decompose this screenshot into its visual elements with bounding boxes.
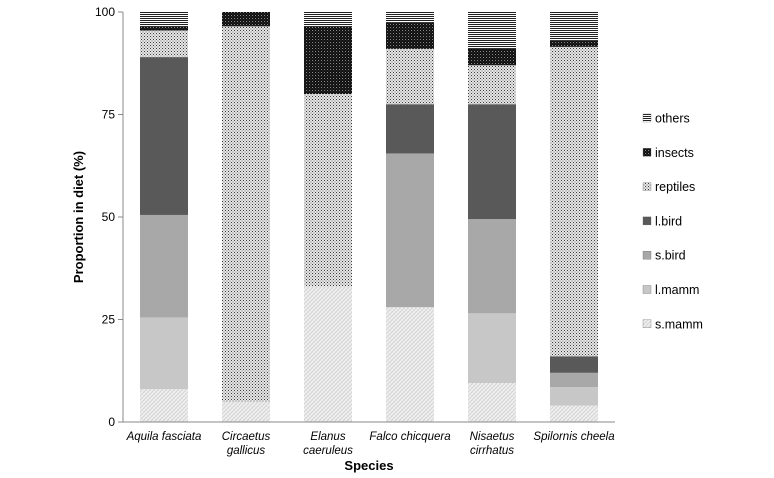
x-tick-label: Nisaetus <box>470 431 515 443</box>
x-tick-label: cirrhatus <box>470 445 514 457</box>
bar-segment-insects-1 <box>222 12 270 27</box>
legend-swatch-l-mamm <box>642 285 652 294</box>
bar-segment-s-mamm-0 <box>140 389 188 422</box>
legend-swatch-others <box>642 113 652 123</box>
legend: others insects reptiles l.bird s.bird l.mamm s… <box>642 112 703 331</box>
legend-swatch-reptiles <box>642 182 652 191</box>
y-axis-title: Proportion in diet (%) <box>71 151 86 283</box>
legend-label-s-bird: s.bird <box>655 249 686 263</box>
bar-segment-s-mamm-3 <box>386 307 434 422</box>
x-tick-label: Spilornis cheela <box>533 431 614 443</box>
bar-segment-s-bird-3 <box>386 153 434 308</box>
bar-segment-reptiles-3 <box>386 48 434 105</box>
bar-segment-insects-3 <box>386 22 434 49</box>
x-tick-labels: Aquila fasciata Circaetus gallicus Elanus ca… <box>126 431 615 457</box>
legend-label-others: others <box>655 112 690 126</box>
y-ticks: 0 25 50 75 100 <box>95 5 123 429</box>
bar-segment-s-bird-4 <box>468 219 516 314</box>
legend-swatch-insects <box>642 148 652 157</box>
x-tick-label: Falco chicquera <box>369 431 450 443</box>
bar-segment-others-5 <box>550 12 598 41</box>
legend-swatch-l-bird <box>642 216 652 226</box>
bar-segment-s-mamm-1 <box>222 401 270 422</box>
legend-swatch-s-bird <box>642 251 652 260</box>
bar-segment-l-bird-0 <box>140 57 188 215</box>
bar-segment-s-mamm-4 <box>468 383 516 422</box>
bar-segment-reptiles-1 <box>222 26 270 402</box>
bar-segment-insects-0 <box>140 26 188 31</box>
bar-segment-reptiles-2 <box>304 94 352 287</box>
bar-segment-l-bird-5 <box>550 356 598 373</box>
bar-segment-reptiles-0 <box>140 30 188 58</box>
x-tick-label: Elanus <box>310 431 345 443</box>
bar-segment-s-bird-5 <box>550 372 598 388</box>
x-tick-label: Aquila fasciata <box>126 431 202 443</box>
bar-segment-l-mamm-5 <box>550 387 598 406</box>
x-tick-label: Circaetus <box>222 431 271 443</box>
y-tick-label: 0 <box>108 415 115 429</box>
bar-segment-others-4 <box>468 12 516 49</box>
bar-segment-insects-4 <box>468 48 516 66</box>
bars-layer <box>140 12 598 422</box>
bar-segment-others-0 <box>140 12 188 27</box>
axes-layer <box>122 12 615 423</box>
bar-segment-reptiles-4 <box>468 65 516 105</box>
legend-swatch-s-mamm <box>642 319 652 328</box>
bar-segment-others-3 <box>386 12 434 23</box>
bar-segment-others-2 <box>304 12 352 27</box>
y-tick-label: 50 <box>102 210 116 224</box>
bar-segment-s-bird-0 <box>140 214 188 318</box>
legend-label-l-mamm: l.mamm <box>655 283 699 297</box>
legend-label-s-mamm: s.mamm <box>655 317 703 331</box>
x-axis-title: Species <box>344 458 393 473</box>
bar-segment-l-mamm-0 <box>140 317 188 390</box>
bar-segment-l-mamm-4 <box>468 313 516 384</box>
x-tick-label: gallicus <box>227 445 266 457</box>
legend-label-insects: insects <box>655 146 694 160</box>
y-tick-label: 100 <box>95 5 115 19</box>
y-tick-label: 75 <box>102 108 116 122</box>
legend-label-l-bird: l.bird <box>655 214 682 228</box>
bar-segment-insects-2 <box>304 26 352 95</box>
legend-label-reptiles: reptiles <box>655 180 695 194</box>
bar-segment-reptiles-5 <box>550 46 598 357</box>
bar-segment-l-bird-4 <box>468 104 516 220</box>
bar-segment-l-bird-3 <box>386 104 434 154</box>
bar-segment-s-mamm-2 <box>304 286 352 422</box>
bar-segment-s-mamm-5 <box>550 405 598 422</box>
x-tick-label: caeruleus <box>303 445 353 457</box>
y-tick-label: 25 <box>102 313 116 327</box>
bar-segment-insects-5 <box>550 40 598 47</box>
